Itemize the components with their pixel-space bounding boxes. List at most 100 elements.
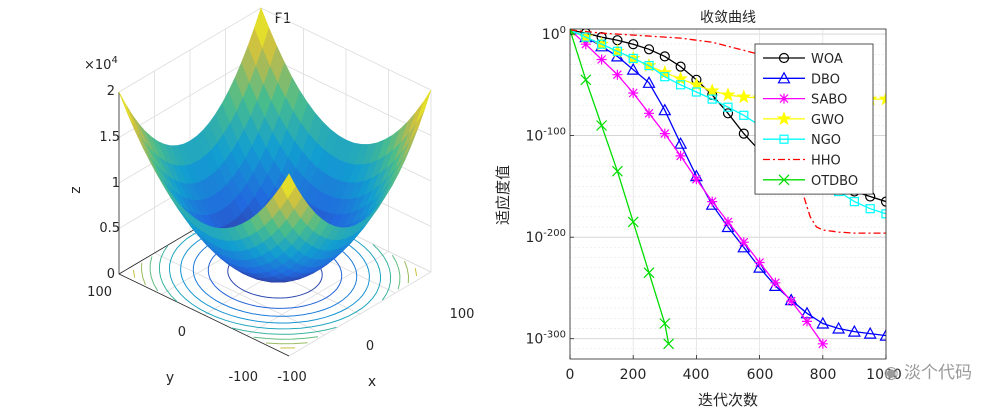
legend-item: WOA [763,52,843,67]
contour-line [140,201,410,345]
triangle-marker [674,136,688,149]
square-marker [628,53,638,64]
triangle-marker [847,324,861,337]
pentagram-marker [720,87,736,102]
watermark-text: 淡个代码 [904,363,972,383]
circle-marker [643,44,655,55]
triangle-marker [626,62,640,75]
surface-plot-3d: F1 z x y ×104 0 0.5 1 1.5 2 100 0 -100 -… [68,7,474,390]
circle-marker [880,196,886,207]
star-marker [754,257,765,268]
legend-label: DBO [811,72,840,87]
x-tick-label: 0 [566,367,575,383]
pentagram-marker [704,83,720,98]
series-sabo [570,29,828,349]
star-marker [802,316,812,327]
x-tick-label: 0 [366,339,374,354]
legend-label: SABO [811,93,847,108]
legend: WOA DBO SABO GWO NGO HHO OTDBO [754,43,874,195]
star-marker [659,128,670,139]
convergence-chart: 收敛曲线 0 200 400 600 800 1000 10010-10010-… [494,10,902,409]
surface-patch [416,89,432,122]
square-marker [612,46,623,56]
star-marker [786,296,797,307]
y-tick-base: 10 [525,129,543,145]
x-tick-label: -100 [277,370,307,385]
legend-label: HHO [811,154,841,169]
x-tick-label: 600 [747,367,774,383]
y-tick-power: -100 [543,127,566,138]
surface-patch [118,91,134,124]
circle-marker [628,39,639,50]
z-tick-label: 0 [107,267,115,282]
x-marker [611,165,623,177]
contour-line [132,197,418,349]
wechat-icon: ◉ [883,363,899,383]
circle-marker [722,108,734,119]
z-tick-label: 0.5 [99,221,120,236]
square-marker [739,110,749,120]
surface-mesh [118,7,432,283]
series-otdbo [570,29,675,350]
triangle-marker [816,316,830,329]
triangle-marker [658,103,672,116]
square-marker [723,102,733,112]
x-axis-label: x [368,374,376,390]
y-tick-base: 10 [525,230,543,246]
square-marker [596,39,607,49]
y-tick-power: -300 [543,330,566,341]
legend-item: HHO [763,154,841,169]
x-tick-label: 800 [810,367,837,383]
triangle-marker [879,328,886,341]
star-marker [628,88,639,98]
square-marker [581,32,591,42]
legend-item: GWO [763,111,844,128]
triangle-marker [753,260,767,273]
x-tick-label: 200 [620,367,647,383]
y-tick-label: 10-200 [525,228,566,246]
y-tick-label: 100 [87,285,112,300]
z-tick-label: 1 [112,176,120,191]
star-marker [770,277,781,288]
tick-marks [569,33,887,359]
pentagram-marker [673,71,688,86]
x-marker [580,74,592,86]
triangle-marker [737,240,751,253]
y-tick-base: 10 [542,27,560,43]
grid-line [246,251,389,336]
x-marker [643,267,655,279]
triangle-marker [832,321,846,334]
contour-line [158,211,392,335]
legend-label: NGO [811,133,841,148]
grid-line [288,271,432,357]
square-marker [707,94,717,104]
z-tick-label: 1.5 [99,130,120,145]
y-axis-label: y [166,370,174,386]
y-tick-label: -100 [228,370,258,385]
z-tick-label: 2 [107,84,115,99]
surface-contours [132,197,418,349]
x-marker [659,318,671,329]
surface-patch [280,173,296,199]
grid-line [154,252,325,336]
legend-item: NGO [763,133,841,148]
triangle-marker [777,71,791,84]
square-marker [691,87,702,97]
pentagram-marker [878,91,886,106]
legend-label: WOA [811,52,843,67]
triangle-marker [721,220,735,233]
y-tick-power: 0 [560,25,566,36]
y-axis-label: 适应度值 [494,165,512,225]
legend-label: OTDBO [811,174,858,189]
x-tick-label: 400 [683,367,710,383]
y-tick-label: 0 [178,325,186,340]
square-marker [675,80,686,90]
y-tick-label: 10-300 [525,330,566,348]
y-tick-base: 10 [525,332,543,348]
circle-marker [778,52,790,64]
legend-item: DBO [763,71,840,87]
circle-marker [738,128,749,139]
star-marker [738,237,749,248]
square-marker [779,134,789,144]
